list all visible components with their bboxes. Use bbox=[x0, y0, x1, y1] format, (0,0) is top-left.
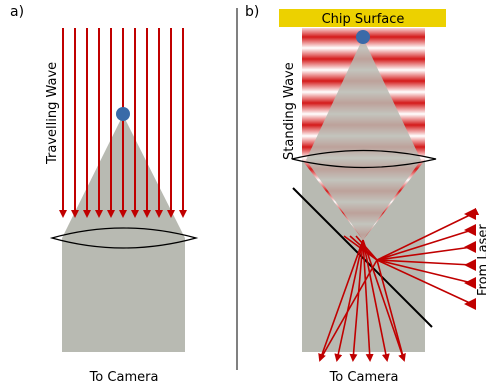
travelling-wave-label: Travelling Wave bbox=[45, 62, 60, 165]
lens-a bbox=[49, 227, 199, 249]
from-laser-label: From Laser bbox=[476, 224, 486, 296]
to-camera-label-b: To Camera bbox=[329, 370, 399, 385]
travelling-wave-arrows bbox=[59, 28, 187, 218]
standing-wave-label: Standing Wave bbox=[282, 62, 297, 160]
particle-a bbox=[116, 107, 130, 121]
to-camera-label-a: To Camera bbox=[89, 370, 159, 385]
particle-b bbox=[356, 30, 370, 44]
laser-arrowheads bbox=[464, 208, 476, 310]
laser-beams bbox=[318, 207, 480, 362]
panel-a: a) Travelling Wave To Camera bbox=[10, 4, 199, 385]
lens-b bbox=[291, 149, 437, 169]
beam-splitter bbox=[292, 187, 433, 328]
light-cone-a bbox=[62, 115, 185, 352]
panel-a-label: a) bbox=[10, 4, 24, 20]
panel-b: b) Chip Surface Standing Wave bbox=[245, 4, 486, 385]
chip-surface-label: Chip Surface bbox=[322, 12, 405, 27]
chip-surface bbox=[279, 9, 446, 27]
panel-b-label: b) bbox=[245, 4, 259, 20]
